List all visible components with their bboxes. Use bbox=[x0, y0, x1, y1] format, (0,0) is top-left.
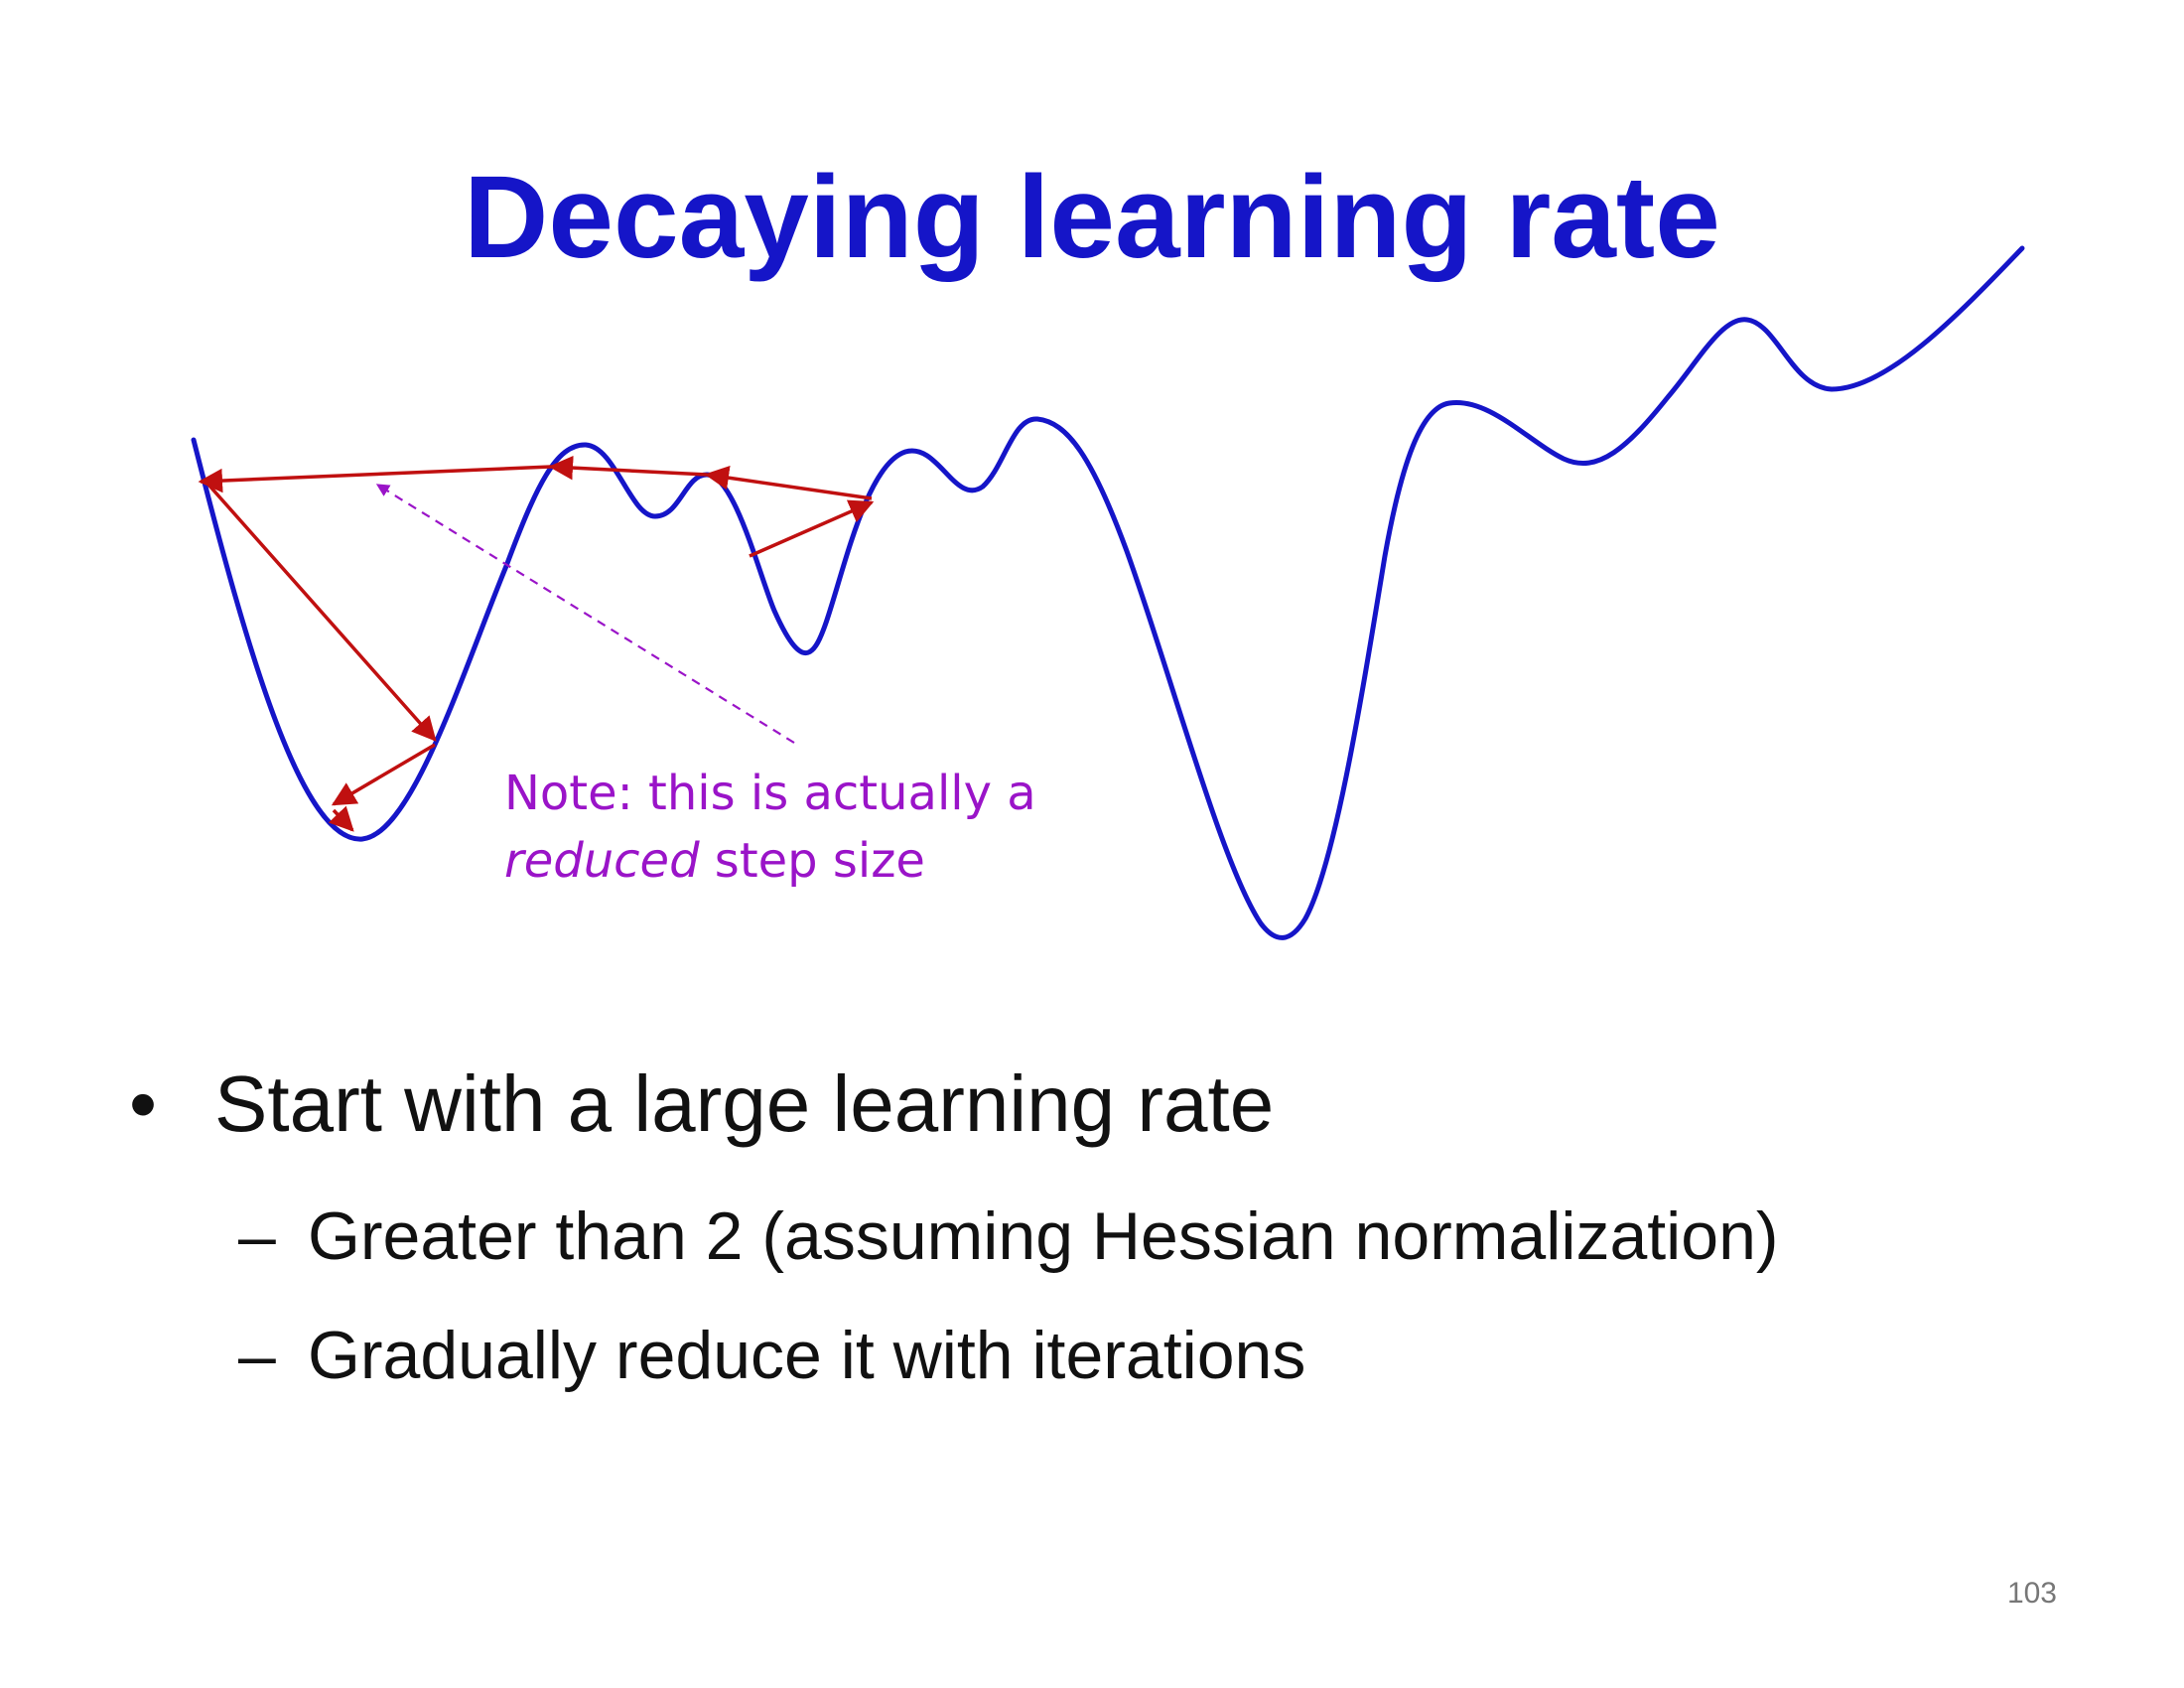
note-line-1: Note: this is actually a bbox=[504, 766, 1036, 821]
page-number: 103 bbox=[2006, 1577, 2057, 1610]
step-arrow bbox=[331, 743, 436, 806]
bullet-marker: • bbox=[129, 1059, 158, 1148]
step-arrow bbox=[548, 455, 708, 481]
sub-bullet-text: Greater than 2 (assuming Hessian normali… bbox=[308, 1198, 1779, 1274]
note-line-2-rest: step size bbox=[699, 833, 925, 889]
annotation-note: Note: this is actually a reduced step si… bbox=[504, 760, 1036, 895]
note-emphasis: reduced bbox=[504, 833, 700, 889]
step-arrow bbox=[328, 805, 354, 832]
slide-title: Decaying learning rate bbox=[464, 152, 1720, 283]
note-line-2: reduced step size bbox=[504, 827, 1036, 895]
step-arrow bbox=[704, 466, 873, 500]
loss-curve bbox=[191, 245, 2025, 940]
sub-bullet-item: – Gradually reduce it with iterations bbox=[238, 1317, 1305, 1394]
sub-bullet-marker: – bbox=[238, 1198, 276, 1274]
note-pointer-arrow bbox=[375, 484, 795, 744]
step-arrow bbox=[206, 483, 437, 742]
step-arrow bbox=[749, 499, 875, 558]
step-arrow bbox=[198, 465, 552, 493]
sub-bullet-text: Gradually reduce it with iterations bbox=[308, 1318, 1306, 1393]
step-arrows bbox=[198, 455, 875, 832]
sub-bullet-item: – Greater than 2 (assuming Hessian normal… bbox=[238, 1197, 1779, 1275]
bullet-text: Start with a large learning rate bbox=[214, 1059, 1275, 1148]
sub-bullet-marker: – bbox=[238, 1318, 276, 1393]
